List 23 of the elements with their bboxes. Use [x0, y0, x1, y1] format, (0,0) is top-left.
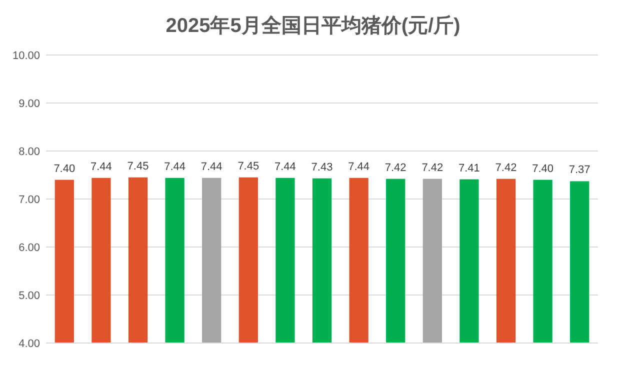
y-tick-label: 4.00: [18, 338, 40, 350]
data-label: 7.45: [238, 160, 260, 172]
data-label: 7.42: [384, 162, 406, 174]
data-label: 7.45: [127, 160, 149, 172]
y-tick-label: 10.00: [12, 50, 40, 62]
data-label: 7.44: [90, 160, 112, 173]
data-label: 7.44: [200, 160, 222, 173]
data-label: 7.40: [54, 162, 76, 175]
data-label: 7.40: [532, 162, 554, 175]
y-tick-label: 8.00: [18, 146, 40, 158]
data-label: 7.37: [568, 164, 590, 176]
data-label: 7.44: [348, 160, 370, 173]
data-label: 7.44: [274, 160, 296, 173]
data-label: 7.42: [422, 162, 444, 174]
y-tick-label: 5.00: [18, 290, 40, 302]
data-label: 7.43: [311, 161, 333, 174]
data-label: 7.42: [495, 162, 517, 174]
data-label: 7.41: [458, 162, 480, 174]
y-tick-label: 6.00: [18, 242, 40, 254]
data-label: 7.44: [164, 160, 186, 173]
chart-title: 2025年5月全国日平均猪价(元/斤): [166, 14, 460, 37]
y-tick-label: 9.00: [18, 98, 40, 110]
y-tick-label: 7.00: [18, 194, 40, 206]
